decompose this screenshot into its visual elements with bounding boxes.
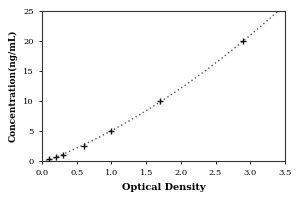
X-axis label: Optical Density: Optical Density xyxy=(122,183,205,192)
Y-axis label: Concentration(ng/mL): Concentration(ng/mL) xyxy=(8,30,17,142)
